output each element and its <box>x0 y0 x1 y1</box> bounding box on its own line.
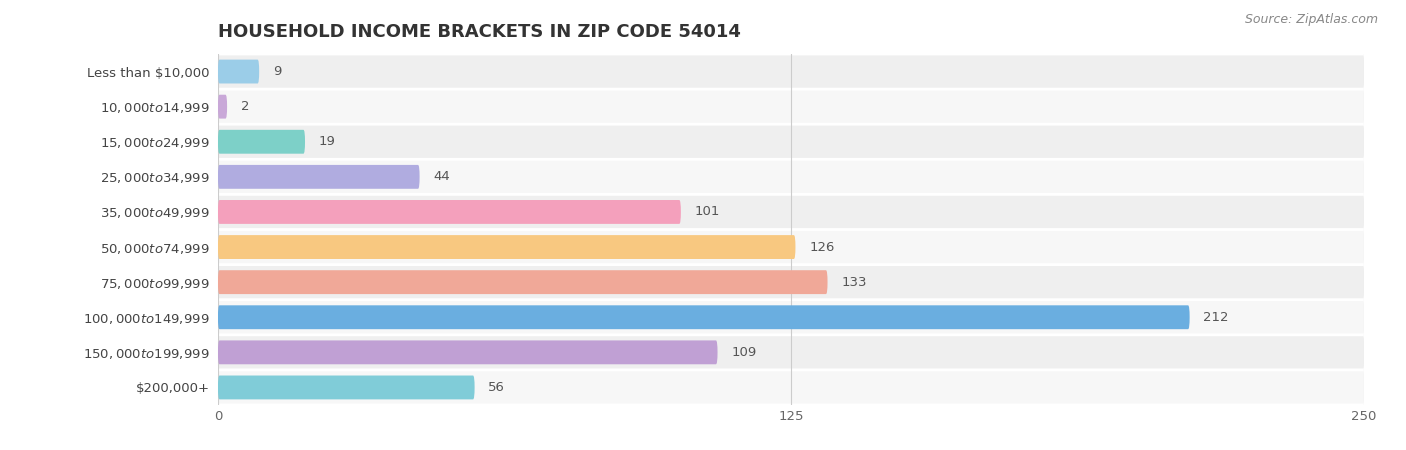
FancyBboxPatch shape <box>218 130 305 154</box>
FancyBboxPatch shape <box>218 59 259 84</box>
Text: 109: 109 <box>731 346 756 359</box>
FancyBboxPatch shape <box>218 94 228 119</box>
Text: 101: 101 <box>695 206 720 218</box>
Text: 2: 2 <box>240 100 249 113</box>
Text: Source: ZipAtlas.com: Source: ZipAtlas.com <box>1244 14 1378 27</box>
FancyBboxPatch shape <box>218 375 475 400</box>
FancyBboxPatch shape <box>218 126 1364 158</box>
Text: HOUSEHOLD INCOME BRACKETS IN ZIP CODE 54014: HOUSEHOLD INCOME BRACKETS IN ZIP CODE 54… <box>218 23 741 41</box>
Text: 126: 126 <box>810 241 835 253</box>
FancyBboxPatch shape <box>218 305 1189 329</box>
Text: 44: 44 <box>433 171 450 183</box>
FancyBboxPatch shape <box>218 196 1364 228</box>
FancyBboxPatch shape <box>218 90 1364 123</box>
FancyBboxPatch shape <box>218 55 1364 88</box>
Text: 133: 133 <box>841 276 866 288</box>
FancyBboxPatch shape <box>218 336 1364 369</box>
Text: 19: 19 <box>319 135 336 148</box>
Text: 56: 56 <box>488 381 505 394</box>
FancyBboxPatch shape <box>218 231 1364 263</box>
FancyBboxPatch shape <box>218 161 1364 193</box>
FancyBboxPatch shape <box>218 165 419 189</box>
FancyBboxPatch shape <box>218 301 1364 333</box>
Text: 9: 9 <box>273 65 281 78</box>
FancyBboxPatch shape <box>218 266 1364 298</box>
FancyBboxPatch shape <box>218 340 717 364</box>
FancyBboxPatch shape <box>218 200 681 224</box>
FancyBboxPatch shape <box>218 371 1364 404</box>
FancyBboxPatch shape <box>218 270 828 294</box>
Text: 212: 212 <box>1204 311 1229 324</box>
FancyBboxPatch shape <box>218 235 796 259</box>
